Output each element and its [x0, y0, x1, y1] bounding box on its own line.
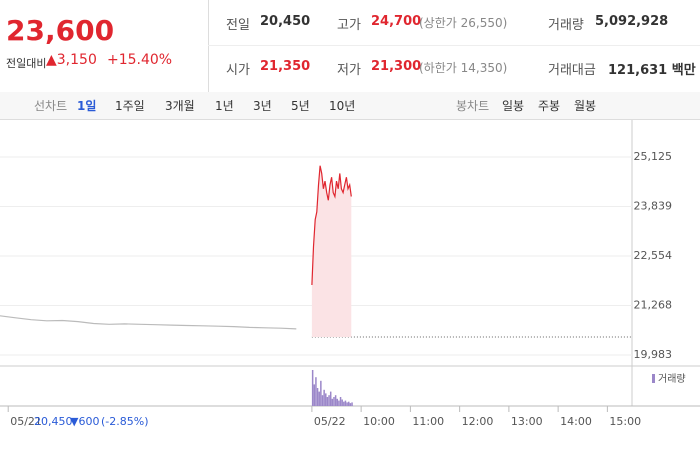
candle-tab[interactable]: 일봉 — [502, 99, 525, 113]
x-tick-label: 15:00 — [609, 415, 641, 428]
candle-tab[interactable]: 주봉 — [538, 99, 561, 113]
y-tick-label: 19,983 — [634, 348, 673, 361]
volume-bar — [341, 399, 343, 406]
y-tick-label: 25,125 — [634, 150, 673, 163]
x-tick-label: 05/21 — [10, 415, 42, 428]
period-tab[interactable]: 1일 — [77, 99, 97, 113]
volume-bar — [344, 400, 347, 406]
stat-note: (하한가 14,350) — [419, 61, 508, 75]
change-label: 전일대비 — [6, 57, 47, 70]
volume-bar — [321, 395, 324, 406]
candle-tab[interactable]: 월봉 — [574, 99, 597, 113]
stat-value: 21,300 — [371, 59, 422, 74]
divider — [208, 0, 209, 92]
stat-label: 시가 — [226, 63, 250, 78]
volume-bar — [349, 403, 352, 406]
volume-bar — [315, 377, 317, 406]
volume-bar — [348, 401, 350, 406]
change-pct: +15.40% — [107, 52, 173, 68]
period-tab[interactable]: 3년 — [253, 99, 272, 113]
volume-bar — [328, 395, 330, 406]
period-tab[interactable]: 5년 — [291, 99, 310, 113]
stat-value: 21,350 — [260, 59, 311, 74]
footer-pct: (-2.85%) — [101, 415, 149, 428]
price-line — [0, 315, 297, 330]
change: ▲3,150 — [46, 52, 97, 68]
legend-label: 거래량 — [658, 373, 686, 385]
stat-label: 고가 — [337, 18, 361, 33]
x-tick-label: 11:00 — [412, 415, 444, 428]
stat-label: 전일 — [226, 18, 250, 33]
price: 23,600 — [6, 14, 115, 47]
y-tick-label: 21,268 — [634, 299, 673, 312]
divider — [208, 45, 700, 46]
x-tick-label: 10:00 — [363, 415, 395, 428]
volume-bar — [320, 380, 322, 406]
volume-bar — [338, 400, 340, 406]
volume-bar — [336, 398, 339, 406]
stat-label: 저가 — [337, 63, 361, 78]
volume-bar — [326, 397, 329, 406]
volume-bar — [316, 388, 319, 406]
x-tick-label: 13:00 — [511, 415, 543, 428]
stat-note: (상한가 26,550) — [419, 16, 508, 30]
volume-bar — [318, 391, 320, 406]
footer-change: ▼600 — [70, 415, 99, 428]
stat-value: 20,450 — [260, 14, 311, 29]
x-tick-label: 12:00 — [462, 415, 494, 428]
x-tick-label: 14:00 — [560, 415, 592, 428]
volume-bar — [311, 370, 314, 406]
volume-bar — [343, 401, 345, 406]
volume-bar — [351, 402, 353, 406]
tab-bar — [0, 92, 700, 120]
y-tick-label: 22,554 — [634, 249, 673, 262]
tab-label[interactable]: 봉차트 — [456, 99, 490, 113]
legend-swatch — [652, 374, 655, 383]
period-tab[interactable]: 10년 — [329, 99, 356, 113]
volume-bar — [323, 389, 325, 406]
stat-value: 24,700 — [371, 14, 422, 29]
tab-label[interactable]: 선차트 — [34, 99, 68, 113]
period-tab[interactable]: 1주일 — [115, 99, 145, 113]
x-tick-label: 05/22 — [314, 415, 346, 428]
volume-bar — [329, 391, 332, 406]
volume-bar — [325, 393, 327, 406]
volume-bar — [313, 384, 316, 406]
stat-label: 거래대금 — [548, 63, 596, 78]
y-tick-label: 23,839 — [634, 200, 673, 213]
footer-prev: 20,450 — [34, 415, 73, 428]
volume-bar — [331, 398, 334, 406]
period-tab[interactable]: 3개월 — [165, 99, 195, 113]
volume-bar — [334, 395, 337, 406]
price-line — [311, 165, 352, 286]
period-tab[interactable]: 1년 — [215, 99, 234, 113]
stat-value: 5,092,928 — [595, 14, 669, 29]
stat-label: 거래량 — [548, 18, 584, 33]
volume-bar — [339, 397, 342, 406]
area — [311, 165, 352, 338]
volume-bar — [346, 402, 348, 406]
volume-bar — [333, 397, 335, 406]
stat-value: 121,631 백만 — [608, 63, 696, 78]
